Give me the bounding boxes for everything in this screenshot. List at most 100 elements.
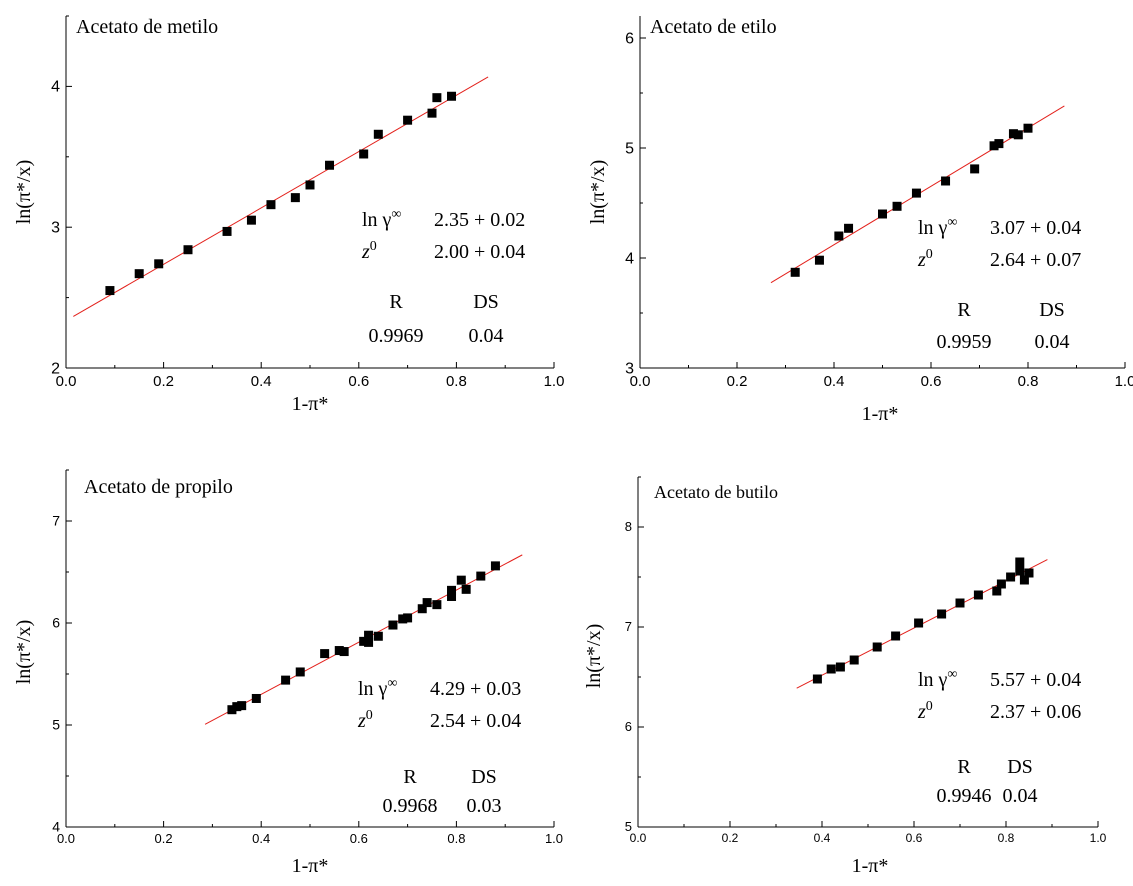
x-axis-label: 1-π* <box>862 403 899 425</box>
stat-label: ln γ∞ <box>362 207 401 231</box>
x-tick-label: 0.4 <box>252 831 270 846</box>
data-point <box>790 267 800 277</box>
ds-value: 0.04 <box>1035 331 1070 353</box>
y-axis-label: ln(π*/x) <box>583 624 605 689</box>
panel-title: Acetato de propilo <box>84 476 233 498</box>
panel-3: 0.0 0.2 0.4 0.6 0.8 1.0 4 5 6 7 Acetato de propilo… <box>13 469 563 877</box>
r-value: 0.9946 <box>937 785 992 807</box>
x-tick-label: 0.2 <box>727 373 748 390</box>
data-point <box>834 231 844 241</box>
ds-label: DS <box>473 291 499 313</box>
data-point <box>461 584 471 594</box>
y-tick-label: 7 <box>52 513 60 529</box>
data-point <box>955 598 965 608</box>
data-point <box>290 193 300 203</box>
data-point <box>364 637 374 647</box>
y-tick-label: 4 <box>51 79 60 96</box>
y-axis-label: ln(π*/x) <box>13 620 35 685</box>
panel-title: Acetato de butilo <box>654 482 778 502</box>
panel-title: Acetato de etilo <box>650 16 777 38</box>
data-point <box>432 93 442 103</box>
data-point <box>1006 572 1016 582</box>
x-tick-label: 0.8 <box>1018 373 1039 390</box>
data-point <box>456 575 466 585</box>
data-point <box>447 585 457 595</box>
data-point <box>432 600 442 610</box>
stat-label: z0 <box>357 708 373 732</box>
y-tick-label: 6 <box>52 615 60 631</box>
x-tick-label: 0.8 <box>998 831 1015 845</box>
y-tick-label: 7 <box>625 619 632 634</box>
y-tick-label: 3 <box>51 219 60 236</box>
data-point <box>320 649 330 659</box>
stat-label: z0 <box>917 699 933 723</box>
data-point <box>892 201 902 211</box>
ds-value: 0.03 <box>467 795 502 817</box>
data-point <box>373 129 383 139</box>
data-point <box>305 180 315 190</box>
data-point <box>134 269 144 279</box>
data-point <box>826 664 836 674</box>
data-point <box>281 675 291 685</box>
data-point <box>403 115 413 125</box>
y-tick-label: 8 <box>625 519 632 534</box>
r-label: R <box>403 766 417 788</box>
x-tick-label: 0.4 <box>814 831 831 845</box>
stat-value: 3.07 + 0.04 <box>990 217 1081 239</box>
data-point <box>891 631 901 641</box>
stat-label: z0 <box>917 247 933 271</box>
stat-value: 2.37 + 0.06 <box>990 701 1081 723</box>
data-point <box>417 604 427 614</box>
data-point <box>490 561 500 571</box>
ds-label: DS <box>471 766 497 788</box>
x-tick-label: 0.0 <box>630 373 651 390</box>
x-tick-label: 0.4 <box>824 373 845 390</box>
stat-value: 4.29 + 0.03 <box>430 678 521 700</box>
data-point <box>996 579 1006 589</box>
data-point <box>1008 129 1018 139</box>
data-point <box>359 636 369 646</box>
x-axis-label: 1-π* <box>292 855 329 877</box>
x-tick-label: 0.4 <box>251 373 272 390</box>
stat-label: ln γ∞ <box>918 215 957 239</box>
y-tick-label: 4 <box>52 819 60 835</box>
x-tick-label: 1.0 <box>1090 831 1107 845</box>
r-label: R <box>957 756 971 778</box>
data-point <box>237 701 247 711</box>
stat-value: 2.64 + 0.07 <box>990 249 1081 271</box>
data-point <box>154 259 164 269</box>
data-point <box>422 598 432 608</box>
fit-line <box>73 76 489 317</box>
data-point <box>227 705 237 715</box>
ds-value: 0.04 <box>1003 785 1038 807</box>
data-point <box>447 91 457 101</box>
data-point <box>941 176 951 186</box>
x-tick-label: 0.6 <box>348 373 369 390</box>
data-point <box>878 209 887 219</box>
data-point <box>1023 123 1033 133</box>
data-point <box>1015 566 1025 576</box>
stat-value: 2.54 + 0.04 <box>430 710 521 732</box>
data-point <box>849 655 859 665</box>
y-tick-label: 6 <box>625 719 632 734</box>
y-tick-label: 2 <box>51 360 60 377</box>
data-point <box>835 662 845 672</box>
x-tick-label: 0.6 <box>921 373 942 390</box>
y-tick-label: 4 <box>625 250 634 267</box>
y-axis-label: ln(π*/x) <box>587 160 609 225</box>
x-tick-label: 0.8 <box>447 831 465 846</box>
data-point <box>1015 557 1025 567</box>
x-tick-label: 0.8 <box>446 373 467 390</box>
r-label: R <box>957 299 971 321</box>
data-point <box>232 702 242 712</box>
stat-value: 5.57 + 0.04 <box>990 669 1081 691</box>
data-point <box>251 693 261 703</box>
ds-value: 0.04 <box>469 325 504 347</box>
ds-label: DS <box>1039 299 1065 321</box>
data-point <box>844 223 854 233</box>
data-point <box>992 586 1002 596</box>
data-point <box>364 630 374 640</box>
data-point <box>246 215 256 225</box>
stat-label: ln γ∞ <box>358 676 397 700</box>
